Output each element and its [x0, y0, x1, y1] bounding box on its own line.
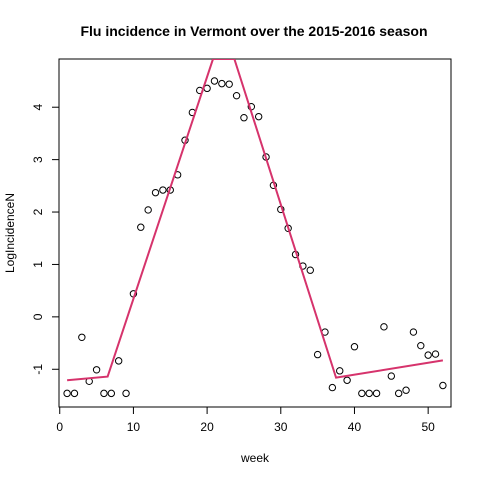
x-tick-label: 20 — [200, 420, 214, 434]
x-axis: 0 10 20 30 40 50 — [56, 406, 435, 434]
x-axis-label: week — [240, 451, 270, 465]
data-point — [225, 80, 233, 88]
y-axis-label: LogIncidenceN — [3, 193, 17, 273]
data-point — [358, 389, 366, 398]
data-point — [431, 350, 440, 358]
y-axis: -1 0 1 2 3 4 — [31, 104, 60, 375]
y-tick-label: 0 — [31, 313, 45, 320]
data-point — [92, 366, 101, 374]
x-tick-label: 0 — [56, 420, 63, 434]
data-point — [107, 389, 116, 398]
x-tick-label: 40 — [348, 420, 362, 434]
data-point — [232, 91, 241, 100]
y-tick-label: 1 — [31, 261, 45, 268]
data-point — [424, 351, 432, 359]
data-point — [78, 333, 86, 341]
data-point — [254, 112, 263, 121]
data-point — [137, 223, 145, 231]
data-point — [151, 188, 160, 197]
data-point — [210, 77, 219, 85]
data-point — [114, 357, 123, 365]
data-point — [240, 113, 248, 122]
y-tick-label: -1 — [31, 364, 45, 375]
data-point — [387, 372, 396, 380]
data-point — [218, 79, 226, 88]
plot-frame — [58, 58, 452, 408]
data-point — [417, 341, 425, 350]
data-point — [402, 386, 410, 394]
y-tick-label: 3 — [31, 156, 45, 163]
data-point — [350, 343, 359, 351]
data-point — [328, 383, 337, 392]
data-point — [313, 350, 322, 359]
fit-line — [67, 59, 444, 382]
data-point — [306, 266, 314, 274]
data-point — [63, 389, 71, 398]
data-point — [70, 389, 79, 398]
x-tick-label: 50 — [421, 420, 435, 434]
data-point — [122, 389, 130, 398]
data-point — [343, 376, 351, 384]
chart-title: Flu incidence in Vermont over the 2015-2… — [80, 23, 427, 39]
x-tick-label: 10 — [127, 420, 141, 434]
y-tick-label: 2 — [31, 208, 45, 215]
data-point — [365, 389, 373, 398]
data-point — [159, 186, 167, 194]
data-point — [336, 367, 344, 375]
x-tick-label: 30 — [274, 420, 288, 434]
data-point — [380, 323, 388, 331]
series-layer — [63, 59, 447, 398]
data-point — [144, 206, 152, 214]
data-point — [372, 389, 381, 398]
data-point — [439, 381, 447, 390]
data-point — [409, 328, 418, 336]
data-point — [100, 389, 108, 398]
y-tick-label: 4 — [31, 104, 45, 111]
data-point — [394, 389, 403, 398]
